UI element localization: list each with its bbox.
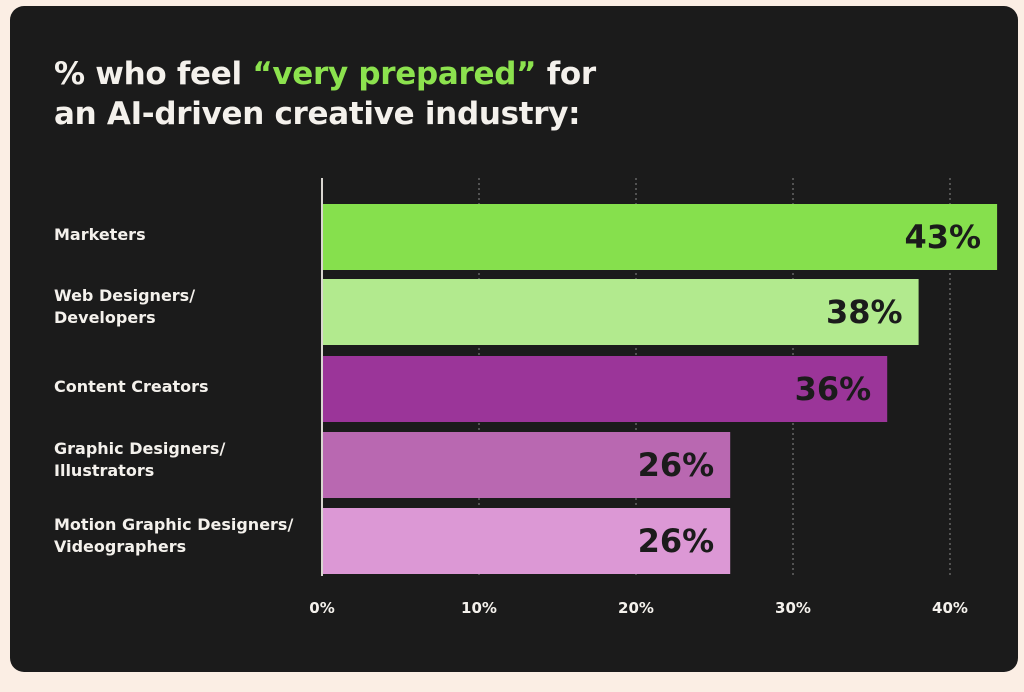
category-label-3: Graphic Designers/Illustrators: [54, 438, 324, 482]
chart-title: % who feel “very prepared” for an AI-dri…: [54, 54, 596, 134]
category-label-1: Web Designers/Developers: [54, 285, 324, 329]
category-label-line: Marketers: [54, 225, 146, 244]
x-tick-label-30: 30%: [775, 599, 811, 617]
x-tick-label-40: 40%: [932, 599, 968, 617]
value-label-3: 26%: [638, 446, 715, 484]
category-label-line: Graphic Designers/: [54, 439, 226, 458]
category-label-0: Marketers: [54, 224, 324, 246]
x-tick-label-10: 10%: [461, 599, 497, 617]
category-label-line: Videographers: [54, 537, 187, 556]
category-label-4: Motion Graphic Designers/Videographers: [54, 514, 324, 558]
value-label-4: 26%: [638, 522, 715, 560]
category-label-line: Illustrators: [54, 461, 155, 480]
bar-chart: 43%38% 36% 26% 26% 0% 10% 20% 30% 40%: [309, 178, 998, 617]
value-label-2: 36%: [795, 370, 872, 408]
x-tick-label-20: 20%: [618, 599, 654, 617]
bar-2: [322, 356, 888, 422]
category-label-2: Content Creators: [54, 376, 324, 398]
value-label-1: 38%: [826, 293, 903, 331]
bar-3: [322, 432, 731, 498]
title-prefix: % who feel: [54, 56, 253, 92]
bar-0: [322, 204, 998, 270]
category-label-line: Web Designers/: [54, 286, 196, 305]
category-label-line: Motion Graphic Designers/: [54, 515, 294, 534]
value-label-0: 43%: [905, 218, 982, 256]
x-tick-label-0: 0%: [309, 599, 334, 617]
title-line1-suffix: for: [536, 56, 596, 92]
category-label-line: Developers: [54, 308, 156, 327]
chart-card: % who feel “very prepared” for an AI-dri…: [10, 6, 1018, 672]
title-line2: an AI-driven creative industry:: [54, 96, 581, 132]
category-label-line: Content Creators: [54, 377, 209, 396]
title-highlight: “very prepared”: [252, 56, 537, 92]
bar-1: [322, 279, 919, 345]
bar-4: [322, 508, 731, 574]
